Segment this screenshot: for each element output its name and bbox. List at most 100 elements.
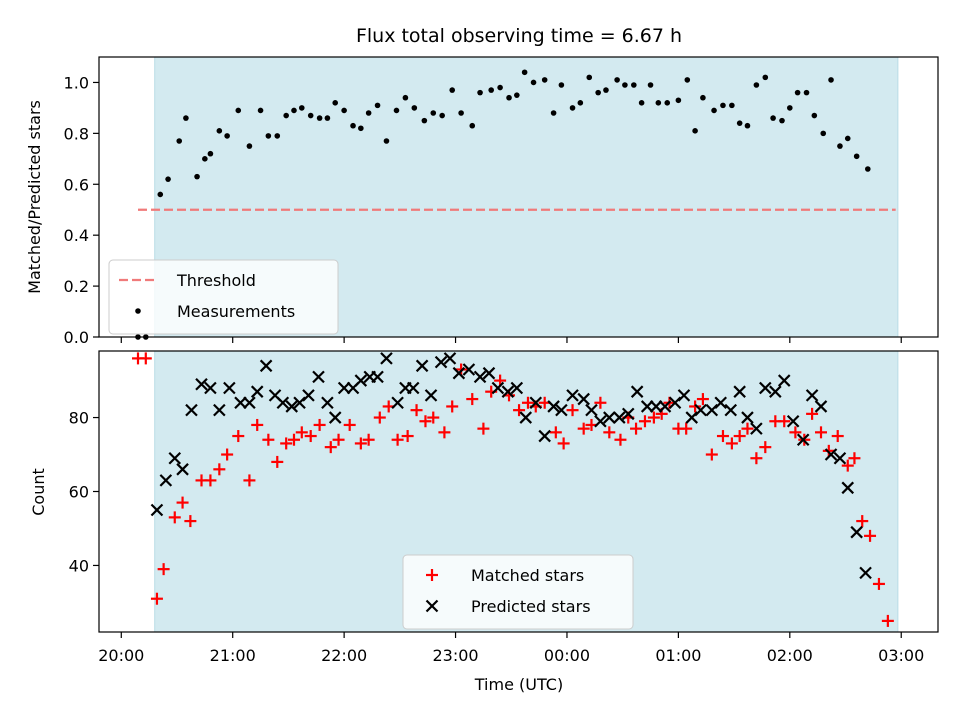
point-plus [362,433,375,446]
point-x [491,381,505,395]
point-x [833,451,847,465]
point-x [649,400,663,413]
point-x [630,385,644,398]
point-dot [449,87,456,93]
point-x [501,385,515,398]
point-dot [421,117,428,124]
point-dot [820,130,827,137]
point-x [677,389,691,402]
point-plus [410,404,423,417]
point-plus [789,426,802,439]
y-tick-label: 60 [69,483,89,502]
point-dot [458,110,464,116]
x-tick-label: 20:00 [98,646,144,665]
point-x [555,403,568,417]
point-plus [343,418,356,431]
point-dot [194,173,200,180]
point-plus [577,422,590,435]
point-x [276,396,290,410]
point-dot [595,89,601,96]
point-plus [243,474,256,487]
point-plus [725,437,738,450]
point-plus [689,400,702,413]
point-plus [806,407,819,420]
point-dot [307,112,314,119]
point-dot [530,79,537,86]
point-x [841,481,855,495]
point-plus [566,404,579,417]
point-plus [759,441,772,454]
point-plus [466,393,479,406]
point-plus [716,430,729,443]
point-dot [235,107,242,114]
point-x [640,400,654,413]
point-dot [736,120,743,126]
point-plus [815,426,828,439]
y-tick-label: 40 [69,556,89,575]
point-x [328,411,342,424]
point-x [250,385,264,398]
point-plus [419,415,432,428]
point-plus [221,448,234,461]
point-dot [506,94,512,101]
x-tick-label: 21:00 [210,646,256,665]
point-x [391,396,404,410]
point-x [724,403,738,417]
point-plus [841,459,854,472]
legend-label: Matched stars [471,566,584,585]
point-dot [828,77,834,83]
point-x [452,366,466,380]
point-dot [720,102,726,109]
point-x [243,396,256,410]
point-dot [383,138,390,144]
point-dot [439,112,445,119]
point-dot [265,133,272,139]
point-dot [183,115,189,121]
point-x [566,389,579,402]
point-plus [614,433,627,446]
point-dot [469,122,476,129]
point-x [777,374,791,387]
point-dot [374,102,381,109]
point-dot [411,105,418,111]
point-x [337,381,351,395]
point-x [603,411,616,424]
bottom-panel: 40 60 80 20:00 21:00 22:00 23:00 00:00 01:00 02:0… [69,350,939,665]
point-dot [729,102,735,109]
point-plus [750,452,763,465]
point-x [285,400,299,413]
point-plus [438,426,451,439]
point-plus [594,396,607,409]
point-x [796,433,810,447]
bottom-xlabel: Time (UTC) [474,675,563,694]
point-x [577,392,590,406]
point-dot [569,105,576,111]
point-plus [778,415,791,428]
point-dot [638,100,645,106]
point-plus [391,433,404,446]
point-dot [488,87,495,93]
point-plus [733,430,746,443]
legend-box [402,554,634,630]
point-plus [304,430,317,443]
point-x [424,389,438,402]
point-dot [324,115,331,121]
point-dot [684,77,691,83]
point-plus [696,393,709,406]
point-dot [779,117,785,124]
chart-title: Flux total observing time = 6.67 h [356,25,682,47]
point-x [462,363,476,376]
point-x [741,411,754,424]
point-dot [350,122,356,129]
point-x [185,403,198,417]
point-dot [614,77,620,83]
point-dot [753,82,760,88]
point-plus [287,433,300,446]
point-x [371,370,384,384]
point-x [482,366,496,380]
x-tick-label: 00:00 [544,646,590,665]
point-x [204,381,217,395]
point-x [859,566,872,580]
point-dot [176,138,183,144]
x-tick-label: 01:00 [655,646,701,665]
